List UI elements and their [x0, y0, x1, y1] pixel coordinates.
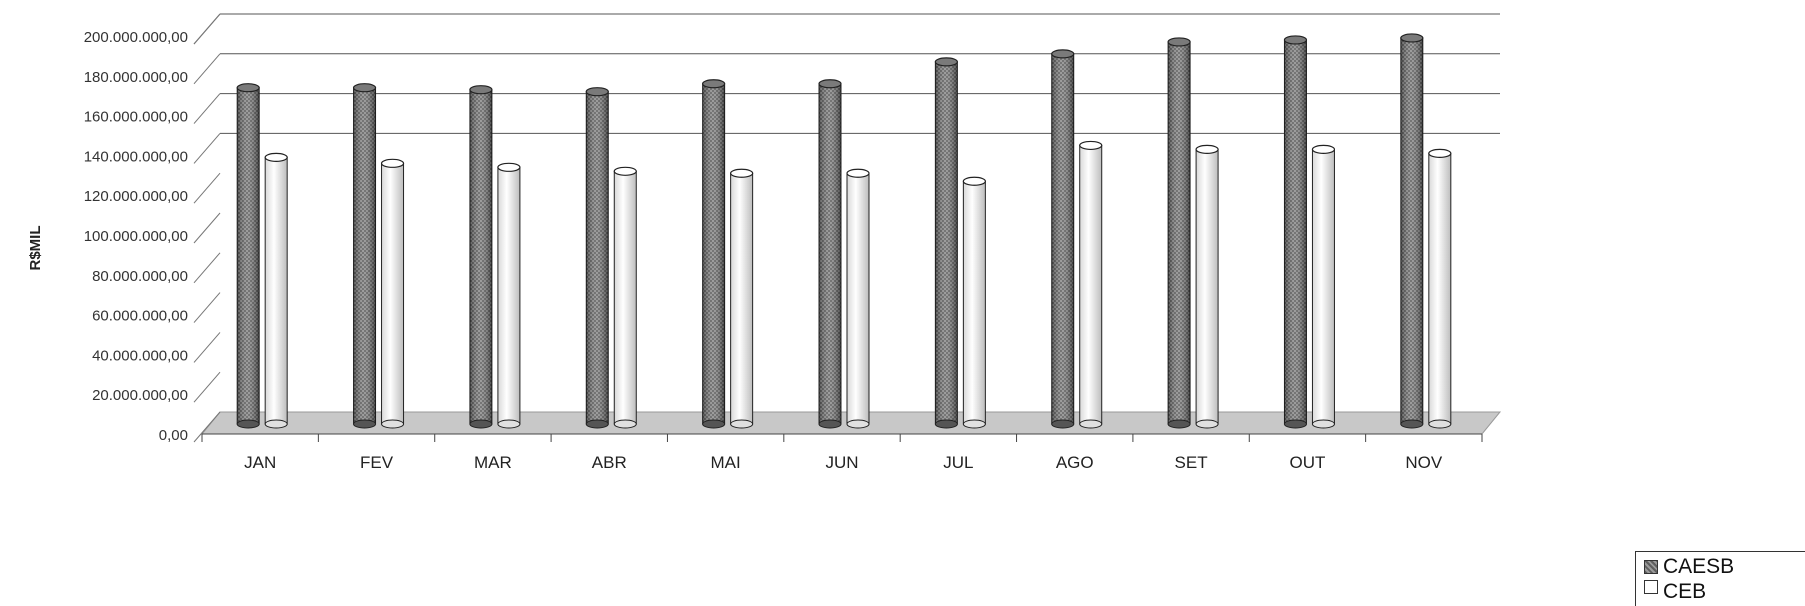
y-tick-label: 80.000.000,00: [92, 268, 188, 285]
y-tick-label: 40.000.000,00: [92, 347, 188, 364]
bar-ceb-jul: [962, 176, 986, 429]
x-tick-label: NOV: [1405, 453, 1443, 472]
bars-layer: [236, 33, 1452, 429]
bar-ceb-out: [1311, 144, 1336, 429]
bar-ceb-nov: [1428, 148, 1452, 429]
bar-ceb-fev: [380, 158, 405, 429]
bar-caesb-jan: [236, 83, 260, 429]
y-tick-mark: [193, 172, 221, 204]
y-tick-label: 100.000.000,00: [84, 228, 188, 245]
y-tick-label: 140.000.000,00: [84, 148, 188, 165]
bar-ceb-set: [1195, 144, 1219, 429]
y-tick-mark: [193, 371, 221, 403]
y-tick-mark: [193, 133, 221, 164]
x-tick-label: JAN: [244, 453, 276, 472]
y-tick-mark: [193, 411, 221, 443]
x-tick-label: FEV: [360, 453, 394, 472]
bar-caesb-mai: [702, 79, 726, 429]
bar-ceb-jun: [846, 168, 870, 429]
bar-caesb-jul: [934, 57, 958, 429]
grid-layer: [220, 13, 1500, 134]
y-tick-label: 180.000.000,00: [84, 69, 188, 86]
left-wall-edge: [193, 13, 221, 45]
bar-ceb-mar: [497, 162, 521, 429]
y-axis-label: R$MIL: [27, 226, 44, 271]
y-tick-mark: [193, 292, 221, 323]
bar-caesb-out: [1283, 35, 1308, 429]
legend-swatch-caesb: [1644, 560, 1658, 574]
bar-ceb-mai: [730, 168, 754, 429]
y-tick-mark: [193, 332, 221, 363]
labels-layer: 0,00 20.000.000,00 40.000.000,00 60.000.000…: [84, 29, 1443, 472]
bar-caesb-ago: [1051, 49, 1075, 429]
x-tick-label: OUT: [1290, 453, 1326, 472]
y-tick-label: 0,00: [159, 427, 188, 444]
bar-caesb-nov: [1400, 33, 1424, 429]
legend: CAESB CEB: [1635, 551, 1805, 606]
y-tick-mark: [193, 53, 221, 85]
y-tick-mark: [193, 212, 221, 244]
bar-caesb-mar: [469, 85, 493, 429]
bar-caesb-abr: [585, 87, 609, 429]
y-tick-label: 60.000.000,00: [92, 308, 188, 325]
y-tick-label: 160.000.000,00: [84, 109, 188, 126]
x-tick-label: JUN: [825, 453, 858, 472]
x-tick-label: JUL: [943, 453, 973, 472]
y-tick-mark: [193, 252, 221, 284]
y-tick-label: 120.000.000,00: [84, 188, 188, 205]
x-tick-label: AGO: [1056, 453, 1094, 472]
legend-swatch-ceb: [1644, 580, 1658, 594]
x-tick-label: MAR: [474, 453, 512, 472]
x-tick-label: ABR: [592, 453, 627, 472]
axis-layer: [193, 13, 1483, 443]
legend-label-ceb: CEB: [1663, 580, 1707, 603]
legend-label-caesb: CAESB: [1663, 555, 1735, 578]
y-tick-label: 200.000.000,00: [84, 29, 188, 46]
bar-caesb-jun: [818, 79, 842, 429]
y-tick-mark: [193, 93, 221, 124]
bar-caesb-fev: [352, 83, 377, 429]
y-tick-label: 20.000.000,00: [92, 387, 188, 404]
bar-ceb-abr: [613, 166, 637, 429]
bar-caesb-set: [1167, 37, 1191, 429]
x-tick-label: MAI: [711, 453, 741, 472]
x-tick-label: SET: [1175, 453, 1208, 472]
legend-item-caesb: CAESB: [1644, 555, 1735, 578]
legend-item-ceb: CEB: [1644, 580, 1706, 604]
bar-ceb-jan: [264, 152, 288, 429]
bar-ceb-ago: [1079, 140, 1103, 429]
